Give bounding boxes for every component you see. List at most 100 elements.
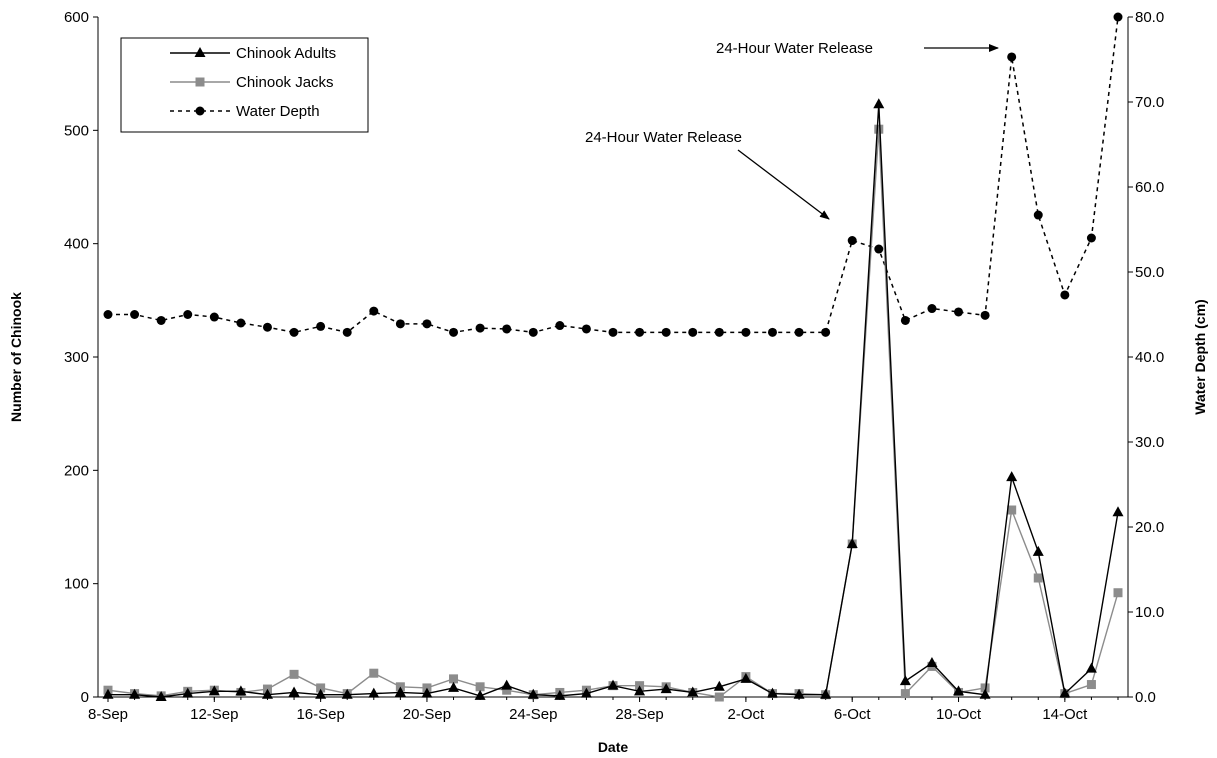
y-tick-label: 200 — [64, 462, 89, 479]
x-tick-label: 24-Sep — [509, 706, 557, 723]
chinook-adults-point — [368, 687, 380, 698]
legend-box — [120, 37, 369, 133]
water-depth-point — [954, 307, 964, 317]
chinook-adults-point — [182, 687, 194, 698]
y2-tick-label: 40.0 — [1135, 349, 1164, 366]
water-depth-point — [688, 327, 698, 337]
water-depth-point — [900, 315, 910, 325]
water-depth-point — [183, 310, 193, 319]
chinook-adults-point — [766, 687, 778, 698]
chinook-jacks-point — [980, 683, 990, 693]
chinook-adults-point — [660, 683, 672, 694]
chinook-adults-point — [793, 688, 805, 699]
y-tick-label: 400 — [64, 236, 89, 253]
water-depth-point — [980, 310, 990, 320]
water-depth-point — [555, 321, 565, 331]
water-depth-point — [422, 319, 432, 329]
chinook-adults-point — [208, 685, 220, 696]
water-depth-point — [1033, 210, 1043, 220]
water-depth-point — [209, 312, 219, 322]
water-depth-point — [289, 327, 299, 337]
water-depth-point — [927, 304, 937, 314]
chinook-jacks-point — [1033, 573, 1043, 583]
chinook-adults-point — [740, 672, 752, 683]
water-depth-point — [741, 327, 751, 337]
water-depth-point — [130, 310, 140, 319]
water-depth-point — [342, 327, 352, 337]
series-layer — [102, 12, 1124, 702]
chinook-adults-point — [288, 686, 300, 697]
chinook-adults-point — [1032, 545, 1044, 556]
y2-tick-label: 0.0 — [1135, 689, 1156, 706]
x-tick-label: 28-Sep — [615, 706, 663, 723]
chinook-adults-line — [108, 104, 1119, 698]
chinook-adults-point — [820, 688, 832, 699]
water-depth-point — [475, 323, 485, 333]
chinook-adults-point — [474, 689, 486, 700]
y2-tick-label: 30.0 — [1135, 434, 1164, 451]
chinook-adults-point — [501, 679, 513, 690]
annotation-text-1: 24-Hour Water Release — [585, 129, 742, 146]
annotation-text-2: 24-Hour Water Release — [716, 40, 873, 57]
chinook-adults-point — [713, 680, 725, 691]
y-tick-label: 600 — [64, 9, 89, 26]
y-axis-title: Number of Chinook — [8, 292, 24, 422]
y-tick-label: 0 — [81, 689, 89, 706]
water-depth-point — [156, 315, 166, 325]
water-depth-point — [581, 324, 591, 334]
water-depth-point — [1007, 52, 1017, 62]
chinook-adults-point — [554, 689, 566, 700]
chinook-jacks-point — [1113, 588, 1123, 598]
water-depth-point — [262, 322, 272, 332]
x-tick-label: 10-Oct — [936, 706, 982, 723]
x-tick-label: 2-Oct — [728, 706, 766, 723]
chinook-adults-point — [899, 675, 911, 686]
chinook-adults-point — [527, 688, 539, 699]
chinook-adults-point — [873, 98, 885, 109]
water-depth-point — [714, 327, 724, 337]
water-depth-point — [874, 244, 884, 254]
legend-label-water-depth: Water Depth — [236, 103, 320, 120]
water-depth-point — [847, 236, 857, 246]
chinook-adults-point — [421, 687, 433, 698]
chinook-adults-point — [102, 688, 114, 699]
water-depth-point — [1060, 290, 1070, 300]
chinook-jacks-point — [475, 682, 485, 692]
chinook-adults-point — [1059, 687, 1071, 698]
x-axis-title: Date — [598, 739, 629, 755]
chinook-adults-point — [394, 686, 406, 697]
water-depth-point — [608, 327, 618, 337]
y2-tick-label: 10.0 — [1135, 604, 1164, 621]
chinook-adults-point — [846, 538, 858, 548]
water-depth-point — [635, 327, 645, 337]
y2-tick-label: 50.0 — [1135, 264, 1164, 281]
legend-label-chinook-adults: Chinook Adults — [236, 45, 336, 62]
water-depth-point — [369, 306, 379, 316]
water-depth-point — [767, 327, 777, 337]
x-tick-label: 14-Oct — [1042, 706, 1088, 723]
water-depth-point — [103, 310, 113, 319]
chinook-adults-point — [155, 691, 167, 701]
y2-tick-label: 60.0 — [1135, 179, 1164, 196]
y-tick-label: 100 — [64, 576, 89, 593]
legend: Chinook Adults Chinook Jacks Water Depth — [120, 37, 369, 133]
axes: 0 100 200 300 400 500 600 0.0 10.0 20.0 30.0 40.0 50… — [8, 9, 1208, 755]
chinook-jacks-point — [1007, 505, 1017, 515]
x-tick-label: 8-Sep — [88, 706, 128, 723]
x-tick-label: 12-Sep — [190, 706, 238, 723]
water-depth-point — [528, 327, 538, 337]
chinook-adults-point — [129, 688, 141, 699]
x-tick-label: 16-Sep — [296, 706, 344, 723]
chinook-adults-point — [607, 679, 619, 690]
chinook-adults-point — [1085, 662, 1097, 673]
water-depth-point — [821, 327, 831, 337]
water-depth-point — [794, 327, 804, 337]
chinook-adults-point — [634, 685, 646, 696]
chinook-jacks-point — [369, 668, 379, 678]
y-tick-label: 300 — [64, 349, 89, 366]
chinook-jacks-series — [103, 124, 1123, 702]
legend-chinook-adults-point — [194, 47, 206, 57]
chinook-jacks-point — [874, 124, 884, 134]
x-tick-label: 20-Sep — [403, 706, 451, 723]
chinook-jacks-point — [449, 674, 459, 684]
